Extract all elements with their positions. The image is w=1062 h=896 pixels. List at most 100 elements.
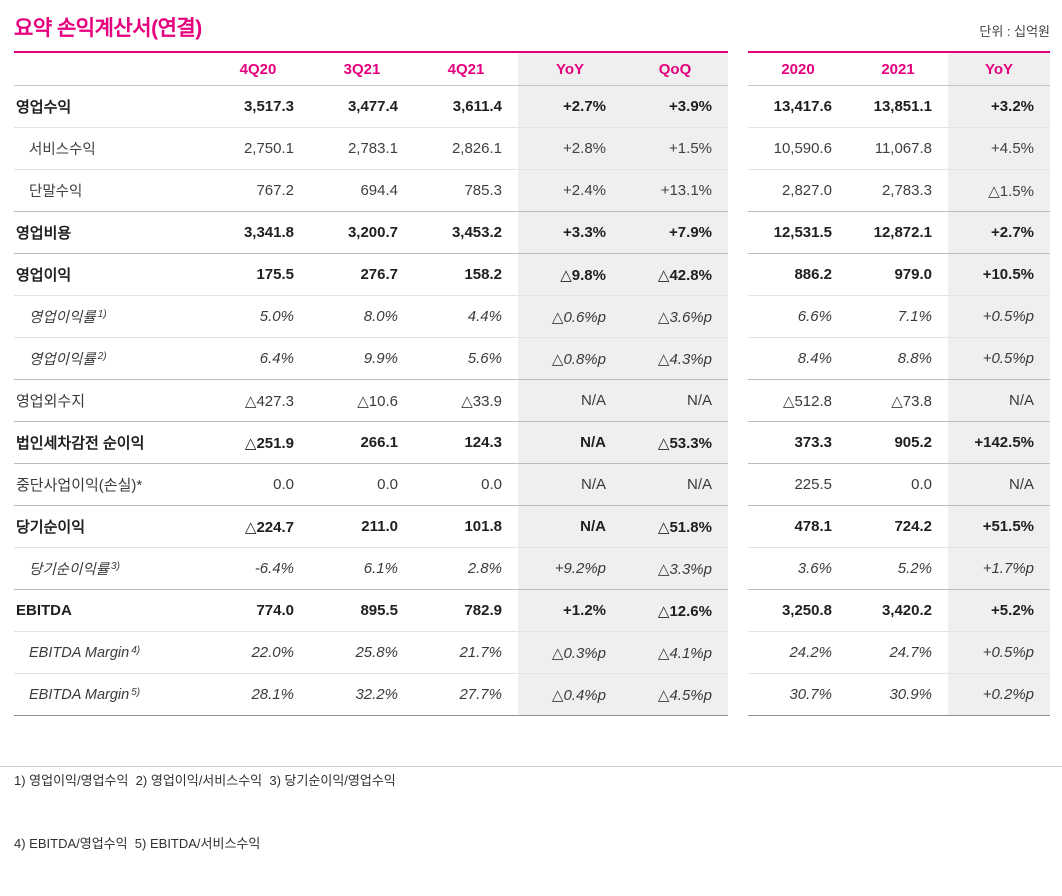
value-cell-q1: 3,341.8 bbox=[206, 212, 310, 254]
value-cell-2020: 8.4% bbox=[748, 338, 848, 380]
value-cell-q1: 5.0% bbox=[206, 296, 310, 338]
col-header-qoq: QoQ bbox=[622, 51, 728, 86]
value-cell-qoq: N/A bbox=[622, 464, 728, 506]
row-label-text: 법인세차감전 순이익 bbox=[16, 435, 145, 452]
value-cell-yoy-annual: △1.5% bbox=[948, 170, 1050, 212]
row-label-header bbox=[14, 51, 206, 86]
value-cell-yoy: N/A bbox=[518, 464, 622, 506]
value-cell-2020: 13,417.6 bbox=[748, 86, 848, 128]
footnote-line-1: 1) 영업이익/영업수익 2) 영업이익/서비스수익 3) 당기순이익/영업수익 bbox=[14, 773, 396, 788]
value-cell-q3: 101.8 bbox=[414, 506, 518, 548]
row-label: 단말수익 bbox=[14, 170, 206, 212]
table-gap bbox=[728, 674, 748, 716]
table-gap bbox=[728, 128, 748, 170]
table-gap bbox=[728, 86, 748, 128]
table-row: 영업외수지 △427.3 △10.6 △33.9 N/A N/A △512.8 … bbox=[14, 380, 1050, 422]
table-row: 영업비용 3,341.8 3,200.7 3,453.2 +3.3% +7.9%… bbox=[14, 212, 1050, 254]
value-cell-q2: 8.0% bbox=[310, 296, 414, 338]
value-cell-yoy: N/A bbox=[518, 422, 622, 464]
value-cell-q3: 785.3 bbox=[414, 170, 518, 212]
value-cell-q1: 175.5 bbox=[206, 254, 310, 296]
page-header: 요약 손익계산서(연결) 단위 : 십억원 bbox=[14, 12, 1050, 42]
value-cell-2021: 905.2 bbox=[848, 422, 948, 464]
value-cell-2020: 373.3 bbox=[748, 422, 848, 464]
row-label: 당기순이익률 3) bbox=[14, 548, 206, 590]
row-label: 영업비용 bbox=[14, 212, 206, 254]
row-label-text: EBITDA Margin bbox=[29, 686, 130, 703]
footnote-ref: 1) bbox=[97, 308, 107, 320]
value-cell-q3: 3,453.2 bbox=[414, 212, 518, 254]
row-label: 영업외수지 bbox=[14, 380, 206, 422]
row-label-text: 영업외수지 bbox=[16, 393, 86, 410]
footnote-ref: 3) bbox=[111, 560, 120, 572]
value-cell-q1: 0.0 bbox=[206, 464, 310, 506]
value-cell-yoy: +2.8% bbox=[518, 128, 622, 170]
row-label-text: 영업비용 bbox=[16, 225, 72, 242]
table-gap bbox=[728, 296, 748, 338]
value-cell-2020: 886.2 bbox=[748, 254, 848, 296]
value-cell-q3: 4.4% bbox=[414, 296, 518, 338]
page-title: 요약 손익계산서(연결) bbox=[14, 17, 202, 40]
value-cell-q1: 774.0 bbox=[206, 590, 310, 632]
table-gap bbox=[728, 590, 748, 632]
row-label: 영업이익 bbox=[14, 254, 206, 296]
col-header-3q21: 3Q21 bbox=[310, 51, 414, 86]
col-header-4q21: 4Q21 bbox=[414, 51, 518, 86]
income-statement-table: 4Q20 3Q21 4Q21 YoY QoQ 2020 2021 YoY 영업수… bbox=[14, 51, 1050, 716]
value-cell-2021: 24.7% bbox=[848, 632, 948, 674]
value-cell-q2: 694.4 bbox=[310, 170, 414, 212]
value-cell-q3: 2.8% bbox=[414, 548, 518, 590]
row-label: EBITDA Margin 5) bbox=[14, 674, 206, 716]
value-cell-yoy: △0.3%p bbox=[518, 632, 622, 674]
value-cell-q2: △10.6 bbox=[310, 380, 414, 422]
table-row: EBITDA 774.0 895.5 782.9 +1.2% △12.6% 3,… bbox=[14, 590, 1050, 632]
value-cell-yoy-annual: +3.2% bbox=[948, 86, 1050, 128]
value-cell-yoy-annual: +10.5% bbox=[948, 254, 1050, 296]
value-cell-yoy: +2.4% bbox=[518, 170, 622, 212]
row-label: 영업이익률 2) bbox=[14, 338, 206, 380]
value-cell-qoq: △42.8% bbox=[622, 254, 728, 296]
table-gap bbox=[728, 212, 748, 254]
value-cell-q2: 2,783.1 bbox=[310, 128, 414, 170]
col-header-yoy-annual: YoY bbox=[948, 51, 1050, 86]
value-cell-2020: 12,531.5 bbox=[748, 212, 848, 254]
value-cell-qoq: △12.6% bbox=[622, 590, 728, 632]
value-cell-q1: -6.4% bbox=[206, 548, 310, 590]
value-cell-yoy-annual: +0.2%p bbox=[948, 674, 1050, 716]
table-row: 중단사업이익(손실)* 0.0 0.0 0.0 N/A N/A 225.5 0.… bbox=[14, 464, 1050, 506]
row-label: 서비스수익 bbox=[14, 128, 206, 170]
table-gap bbox=[728, 170, 748, 212]
value-cell-yoy-annual: +0.5%p bbox=[948, 632, 1050, 674]
value-cell-q3: 158.2 bbox=[414, 254, 518, 296]
row-label: EBITDA bbox=[14, 590, 206, 632]
row-label: 영업수익 bbox=[14, 86, 206, 128]
value-cell-qoq: △3.6%p bbox=[622, 296, 728, 338]
table-row: EBITDA Margin 5) 28.1% 32.2% 27.7% △0.4%p… bbox=[14, 674, 1050, 716]
value-cell-2021: △73.8 bbox=[848, 380, 948, 422]
row-label: 당기순이익 bbox=[14, 506, 206, 548]
value-cell-yoy: △9.8% bbox=[518, 254, 622, 296]
value-cell-2020: 478.1 bbox=[748, 506, 848, 548]
value-cell-q1: △251.9 bbox=[206, 422, 310, 464]
value-cell-q2: 25.8% bbox=[310, 632, 414, 674]
table-body: 영업수익 3,517.3 3,477.4 3,611.4 +2.7% +3.9%… bbox=[14, 86, 1050, 716]
value-cell-q2: 276.7 bbox=[310, 254, 414, 296]
value-cell-q1: △224.7 bbox=[206, 506, 310, 548]
col-header-4q20: 4Q20 bbox=[206, 51, 310, 86]
value-cell-yoy-annual: N/A bbox=[948, 464, 1050, 506]
value-cell-yoy: △0.6%p bbox=[518, 296, 622, 338]
value-cell-2021: 2,783.3 bbox=[848, 170, 948, 212]
value-cell-qoq: +1.5% bbox=[622, 128, 728, 170]
table-row: EBITDA Margin 4) 22.0% 25.8% 21.7% △0.3%p… bbox=[14, 632, 1050, 674]
value-cell-2020: 24.2% bbox=[748, 632, 848, 674]
row-label-text: 영업이익 bbox=[16, 267, 72, 284]
value-cell-yoy: +1.2% bbox=[518, 590, 622, 632]
value-cell-q1: 22.0% bbox=[206, 632, 310, 674]
value-cell-qoq: N/A bbox=[622, 380, 728, 422]
row-label-text: EBITDA bbox=[16, 602, 72, 619]
value-cell-q3: 3,611.4 bbox=[414, 86, 518, 128]
value-cell-q3: 124.3 bbox=[414, 422, 518, 464]
footnotes: 1) 영업이익/영업수익 2) 영업이익/서비스수익 3) 당기순이익/영업수익… bbox=[14, 728, 1050, 896]
value-cell-qoq: △51.8% bbox=[622, 506, 728, 548]
